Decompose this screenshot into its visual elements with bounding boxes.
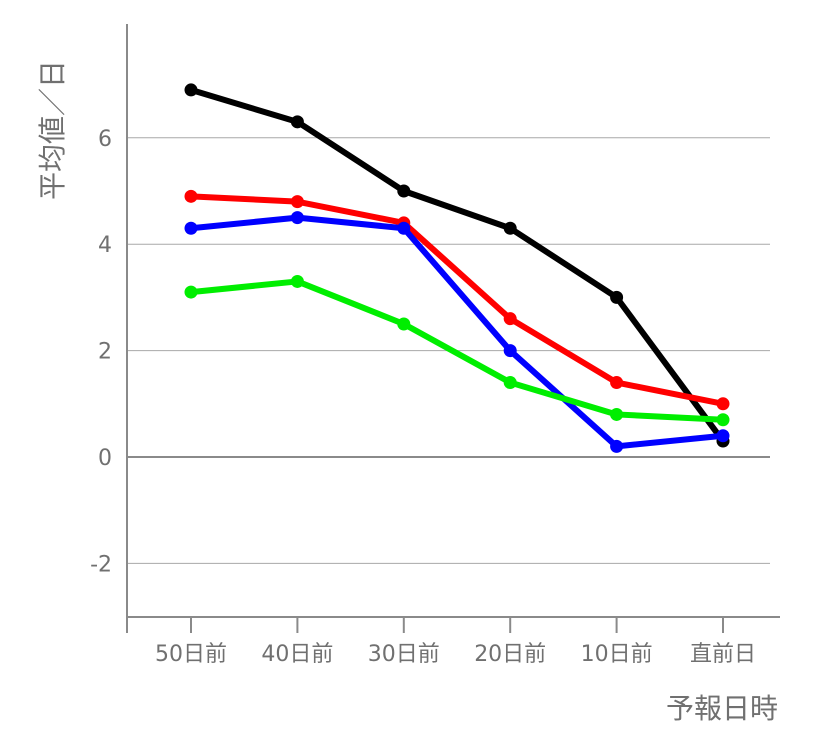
data-point [503, 221, 517, 235]
x-tick-label: 直前日 [690, 642, 756, 667]
data-point [716, 413, 730, 427]
data-point [503, 312, 517, 326]
x-tick-label: 40日前 [261, 642, 333, 667]
y-tick-labels: -2 0 2 4 6 [90, 127, 112, 578]
data-point [716, 397, 730, 411]
x-axis-label: 予報日時 [666, 692, 778, 725]
data-point [184, 83, 198, 97]
x-tick-labels: 50日前 40日前 30日前 20日前 10日前 直前日 [155, 642, 756, 667]
data-point [397, 184, 411, 198]
series-line [188, 214, 726, 450]
data-point [610, 407, 624, 421]
data-point [503, 344, 517, 358]
data-point [184, 189, 198, 203]
data-point [184, 285, 198, 299]
y-axis-label: 平均値／日 [36, 60, 69, 200]
data-point [184, 221, 198, 235]
data-point [290, 211, 304, 225]
series-3 [184, 211, 730, 453]
data-point [290, 115, 304, 129]
y-tick-label: 2 [98, 340, 112, 365]
series-line [188, 86, 726, 445]
x-tick-label: 20日前 [474, 642, 546, 667]
series-line [188, 278, 726, 423]
x-tick-label: 10日前 [581, 642, 653, 667]
data-point [503, 376, 517, 390]
series-group [184, 83, 730, 453]
x-tick-label: 50日前 [155, 642, 227, 667]
data-point [610, 376, 624, 390]
series-line [188, 193, 726, 407]
data-point [610, 290, 624, 304]
series-4 [184, 274, 730, 427]
axes [126, 24, 780, 633]
y-tick-label: -2 [90, 552, 112, 577]
data-point [716, 429, 730, 443]
data-point [397, 221, 411, 235]
x-tick-label: 30日前 [368, 642, 440, 667]
data-point [610, 439, 624, 453]
y-tick-label: 6 [98, 127, 112, 152]
data-point [397, 317, 411, 331]
y-tick-label: 0 [98, 446, 112, 471]
data-point [290, 274, 304, 288]
data-point [290, 195, 304, 209]
y-tick-label: 4 [98, 233, 112, 258]
